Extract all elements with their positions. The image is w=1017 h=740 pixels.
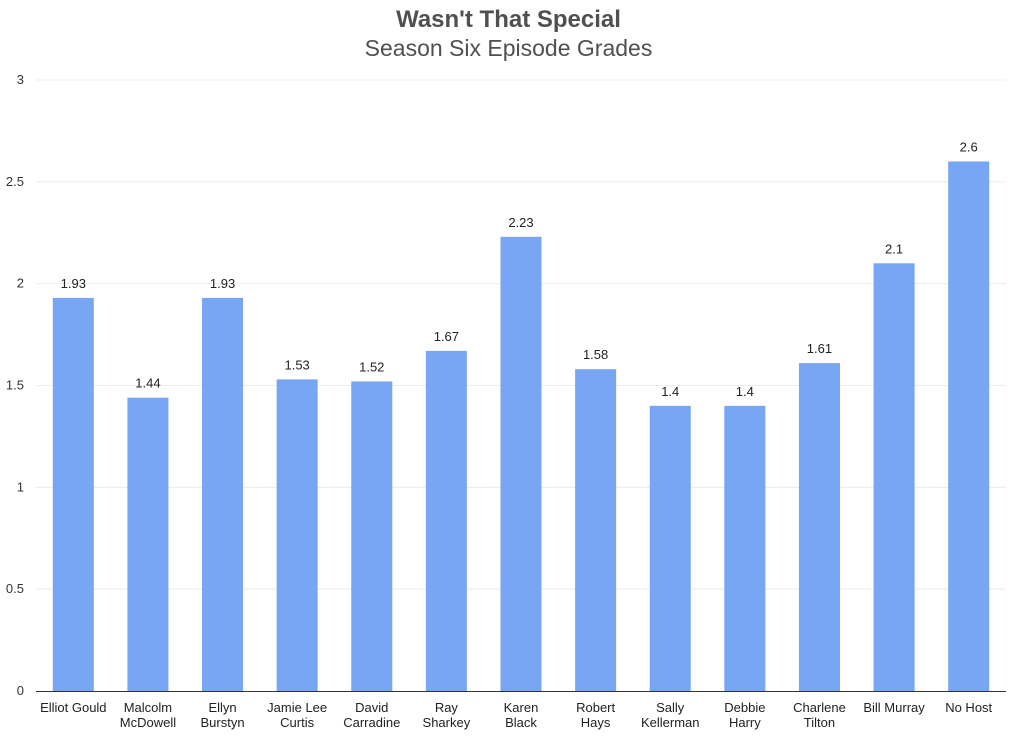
chart-subtitle: Season Six Episode Grades [364,35,653,61]
x-tick-label: Hays [581,715,611,730]
bar [798,363,840,691]
x-tick-label: Harry [729,715,761,730]
y-tick-label: 0 [17,683,24,698]
bar [500,236,542,691]
x-tick-label: Sharkey [423,715,471,730]
data-label: 1.93 [61,276,86,291]
data-label: 1.61 [807,341,832,356]
y-tick-label: 2 [17,276,24,291]
x-tick-label: Jamie Lee [267,700,327,715]
x-tick-label: Sally [656,700,685,715]
data-label: 2.1 [885,241,903,256]
x-tick-label: Elliot Gould [40,700,106,715]
bar [724,405,766,691]
x-tick-label: Burstyn [200,715,244,730]
chart-title: Wasn't That Special [396,6,621,33]
data-label: 1.93 [210,276,235,291]
x-tick-label: Robert [576,700,615,715]
bar [52,297,94,691]
x-tick-label: Ray [435,700,459,715]
x-tick-label: Bill Murray [863,700,925,715]
x-tick-label: Carradine [343,715,400,730]
bar [202,297,244,691]
x-tick-label: Charlene [793,700,846,715]
bar [425,350,467,691]
bar [948,161,990,691]
data-label: 1.52 [359,359,384,374]
data-label: 1.53 [284,357,309,372]
data-label: 2.6 [960,139,978,154]
data-label: 1.44 [135,376,160,391]
bar [276,379,318,691]
data-label: 1.58 [583,347,608,362]
y-tick-label: 3 [17,72,24,87]
y-tick-label: 2.5 [6,174,24,189]
bar [127,397,169,691]
x-tick-label: Curtis [280,715,314,730]
y-tick-label: 1 [17,479,24,494]
x-tick-label: Black [505,715,537,730]
x-tick-label: Ellyn [208,700,236,715]
x-tick-label: No Host [945,700,992,715]
bar [873,263,915,691]
x-tick-label: David [355,700,388,715]
x-tick-label: Karen [504,700,539,715]
data-label: 2.23 [508,215,533,230]
y-tick-label: 0.5 [6,581,24,596]
x-tick-label: McDowell [120,715,176,730]
y-tick-label: 1.5 [6,378,24,393]
x-tick-label: Kellerman [641,715,700,730]
x-tick-label: Tilton [804,715,835,730]
bar [351,381,393,691]
x-tick-label: Malcolm [124,700,172,715]
data-label: 1.4 [661,384,679,399]
data-label: 1.4 [736,384,754,399]
data-label: 1.67 [434,329,459,344]
x-tick-label: Debbie [724,700,765,715]
bar [575,369,617,691]
bar [649,405,691,691]
